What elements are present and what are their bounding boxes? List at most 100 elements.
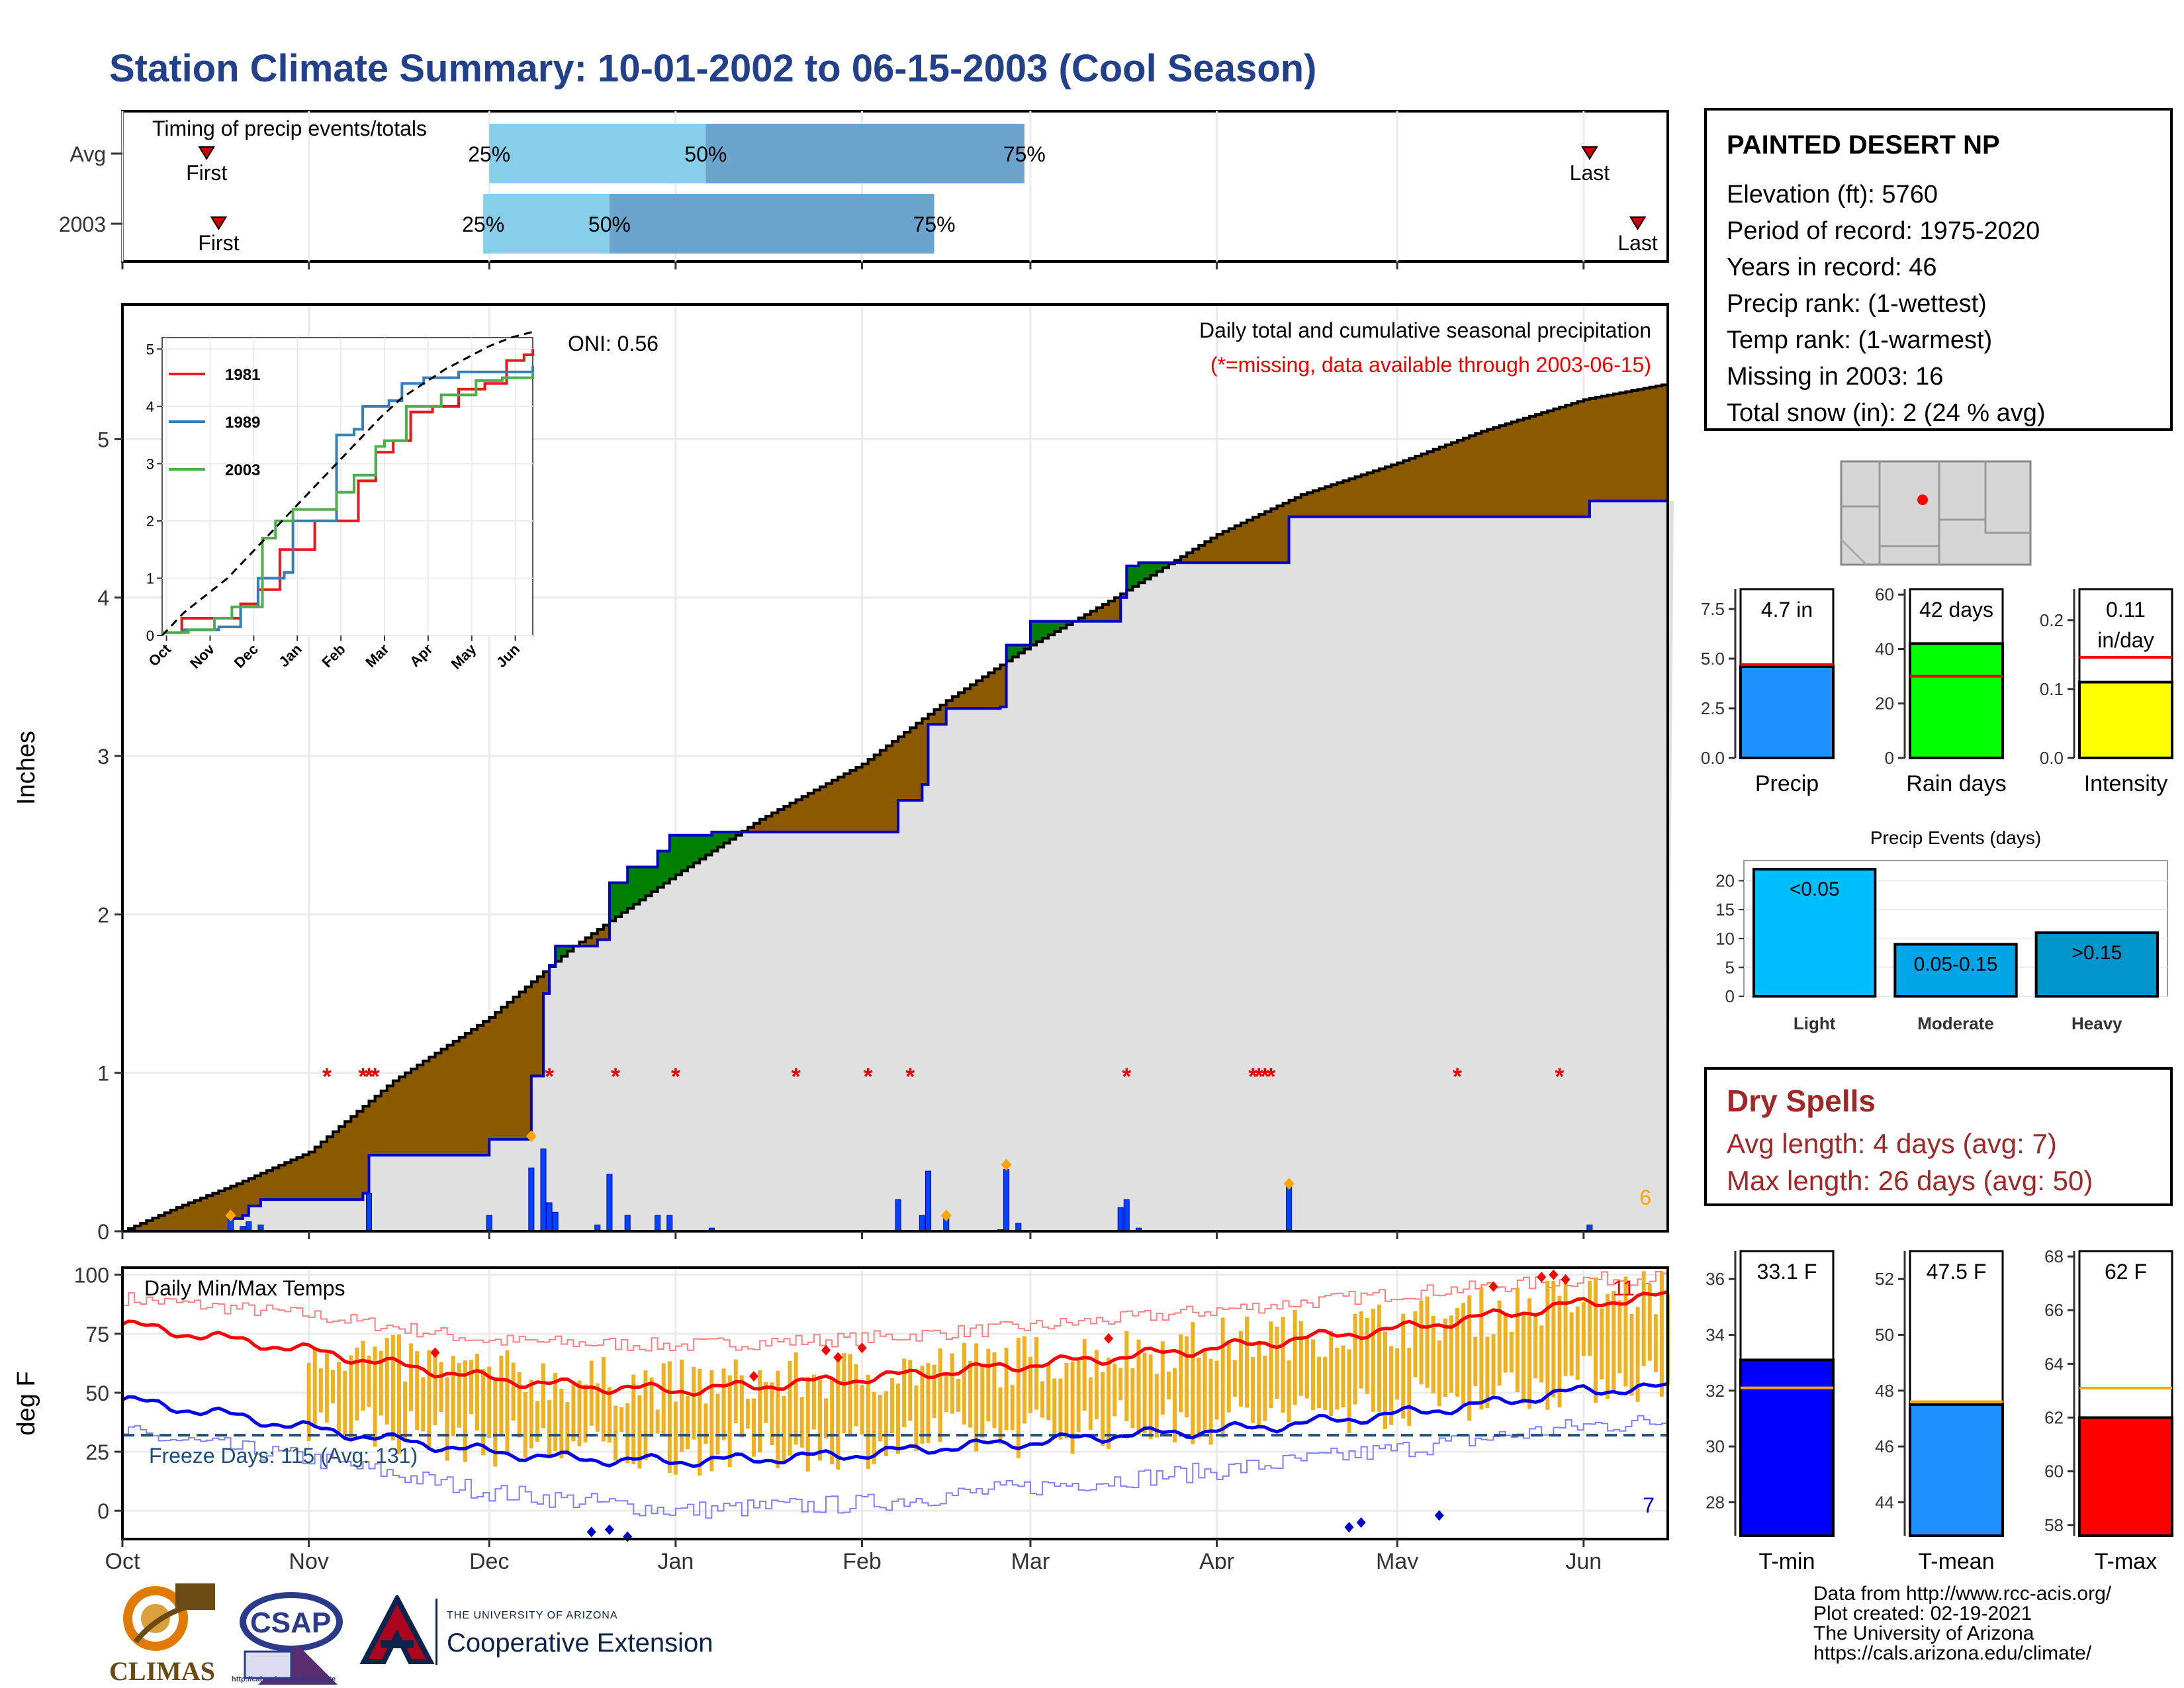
station-elevation: Elevation (ft): 5760 <box>1727 181 1938 209</box>
daily-temp-bar <box>655 1409 660 1434</box>
panel-y-tick-label: 32 <box>1706 1381 1725 1401</box>
station-precip-rank: Precip rank: (1-wettest) <box>1727 290 1987 318</box>
dry-spells-box: Dry Spells Avg length: 4 days (avg: 7) M… <box>1704 1067 2173 1206</box>
daily-temp-bar <box>1497 1300 1502 1386</box>
daily-temp-bar <box>1263 1355 1267 1421</box>
precip-events-bar-label: <0.05 <box>1790 878 1840 900</box>
daily-temp-bar <box>974 1343 979 1452</box>
temp-y-tick-label: 100 <box>74 1264 109 1288</box>
daily-temp-bar <box>998 1387 1003 1444</box>
missing-marker: * <box>545 1063 554 1090</box>
panel-y-tick-label: 44 <box>1875 1492 1894 1512</box>
daily-temp-bar <box>1600 1308 1604 1380</box>
daily-temp-bar <box>758 1370 762 1453</box>
daily-temp-bar <box>745 1399 750 1429</box>
daily-temp-bar <box>1185 1336 1189 1418</box>
daily-temp-bar <box>517 1372 522 1438</box>
daily-temp-bar <box>1293 1310 1297 1405</box>
daily-temp-bar <box>1040 1381 1045 1418</box>
x-tick-label: Jun <box>1565 1549 1602 1569</box>
daily-temp-bar <box>830 1378 835 1465</box>
record-marker <box>525 1130 537 1143</box>
daily-temp-bar <box>1269 1321 1273 1409</box>
inset-y-tick-label: 1 <box>146 570 154 586</box>
daily-temp-bar <box>1046 1364 1051 1421</box>
panel-value-label: 33.1 F <box>1757 1260 1817 1284</box>
daily-temp-bar <box>553 1373 558 1451</box>
daily-temp-bar <box>1251 1356 1255 1423</box>
credit-university: The University of Arizona <box>1813 1622 2034 1644</box>
precip-events-y-tick-label: 20 <box>1715 871 1735 891</box>
daily-temp-bar <box>709 1370 714 1472</box>
panel-category-label: T-min <box>1759 1549 1815 1574</box>
panel-y-tick-label: 0.1 <box>2040 679 2064 699</box>
missing-marker: * <box>358 1063 367 1090</box>
daily-temp-bar <box>824 1398 829 1438</box>
daily-temp-bar <box>355 1347 359 1421</box>
daily-temp-bar <box>595 1383 600 1432</box>
record-low-marker <box>1344 1522 1354 1533</box>
panel-y-tick-label: 68 <box>2044 1246 2064 1266</box>
record-min-line <box>122 1415 1668 1519</box>
missing-marker: * <box>792 1063 801 1090</box>
observed-cumulative-line <box>122 499 1668 1233</box>
daily-precip-bar <box>540 1149 547 1232</box>
daily-temp-bar <box>715 1393 720 1455</box>
temp-y-axis-title: deg F <box>13 1371 40 1435</box>
panel-value-label: 47.5 F <box>1927 1260 1987 1284</box>
record-marker <box>940 1209 952 1222</box>
missing-marker: * <box>371 1063 380 1090</box>
daily-temp-bar <box>571 1383 576 1442</box>
panel-value-bar <box>1909 642 2004 759</box>
daily-temp-bar <box>1569 1312 1574 1376</box>
station-period: Period of record: 1975-2020 <box>1727 217 2040 245</box>
panel-y-tick-label: 40 <box>1875 639 1894 659</box>
daily-temp-bar <box>1113 1364 1117 1417</box>
station-years: Years in record: 46 <box>1727 254 1937 281</box>
daily-temp-bar <box>1491 1334 1496 1395</box>
daily-temp-bar <box>1533 1315 1538 1379</box>
daily-temp-bar <box>547 1399 552 1457</box>
daily-temp-bar <box>848 1354 852 1436</box>
daily-temp-bar <box>1298 1321 1303 1396</box>
record-high-marker <box>833 1352 843 1363</box>
daily-temp-bar <box>986 1348 991 1422</box>
daily-temp-bar <box>1088 1377 1093 1430</box>
timing-bar-25-50 <box>483 194 610 254</box>
dry-spells-avg: Avg length: 4 days (avg: 7) <box>1727 1128 2057 1159</box>
daily-temp-bar <box>385 1338 389 1425</box>
daily-temp-bar <box>1359 1311 1363 1389</box>
daily-temp-bar <box>872 1391 876 1464</box>
average-min-line <box>121 1382 1668 1468</box>
daily-temp-bar <box>1575 1306 1580 1380</box>
daily-temp-bar <box>1606 1293 1610 1399</box>
daily-temp-bar <box>1623 1276 1628 1387</box>
daily-temp-bar <box>1563 1280 1568 1376</box>
temp-y-tick-label: 25 <box>85 1440 109 1464</box>
precip-events-title: Precip Events (days) <box>1870 827 2041 848</box>
inset-y-tick-label: 3 <box>146 455 154 472</box>
daily-temp-bar <box>1100 1372 1105 1446</box>
daily-temp-bar <box>1022 1336 1026 1424</box>
panel-y-tick-label: 66 <box>2044 1300 2064 1320</box>
daily-temp-bar <box>1203 1350 1207 1430</box>
daily-temp-bar <box>860 1385 864 1435</box>
daily-temp-bar <box>842 1353 846 1433</box>
dry-spells-title: Dry Spells <box>1727 1084 1876 1118</box>
daily-temp-bar <box>1383 1331 1387 1430</box>
daily-temp-bar <box>794 1352 798 1445</box>
panel-y-tick-label: 2.5 <box>1701 698 1725 718</box>
max-count-label: 11 <box>1613 1276 1635 1300</box>
precip-y-axis-title: Inches <box>13 731 40 805</box>
daily-temp-bar <box>505 1350 510 1453</box>
daily-temp-bar <box>1419 1300 1424 1385</box>
daily-temp-bar <box>1443 1318 1447 1397</box>
daily-precip-bar <box>246 1221 252 1232</box>
precip-events-bar <box>2034 931 2160 998</box>
inset-y-tick-label: 2 <box>146 513 154 530</box>
daily-temp-bar <box>1136 1339 1141 1435</box>
daily-temp-bar <box>1449 1315 1453 1393</box>
timing-row-label: 2003 <box>59 212 106 236</box>
daily-temp-bar <box>451 1356 455 1436</box>
